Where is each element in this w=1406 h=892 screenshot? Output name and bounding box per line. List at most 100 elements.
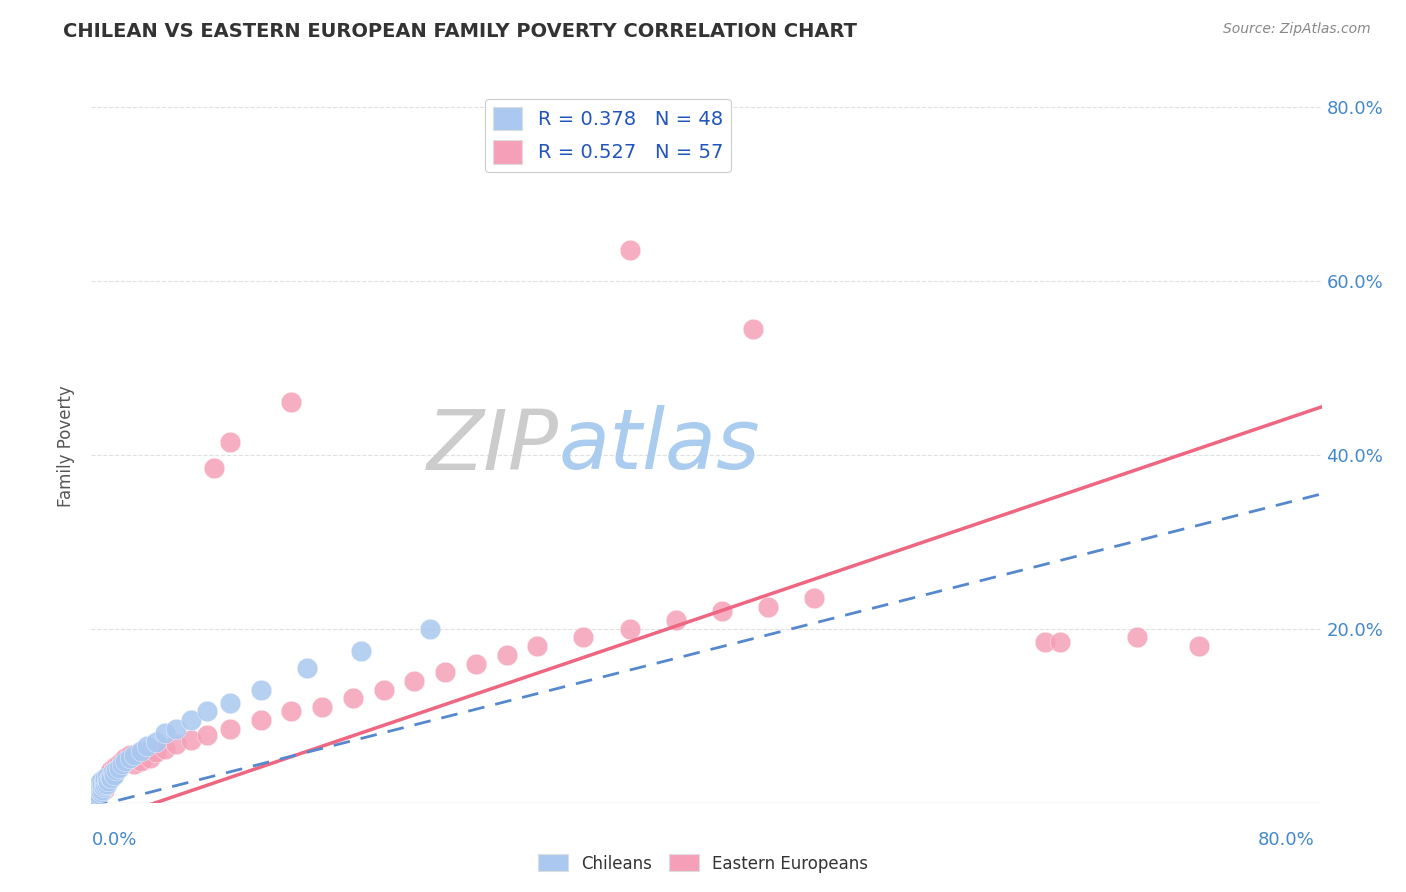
Point: [153, 742, 177, 756]
Point: [111, 756, 134, 771]
Point: [495, 648, 517, 662]
Point: [103, 768, 125, 782]
Point: [90, 785, 112, 799]
Point: [87, 777, 110, 791]
Point: [218, 434, 240, 449]
Point: [129, 754, 152, 768]
Point: [464, 657, 486, 671]
Point: [86, 781, 108, 796]
Point: [83, 787, 105, 801]
Point: [96, 774, 118, 789]
Point: [342, 691, 364, 706]
Point: [93, 780, 115, 794]
Point: [90, 774, 112, 789]
Point: [96, 770, 118, 784]
Point: [93, 782, 115, 797]
Point: [83, 792, 105, 806]
Point: [96, 770, 118, 784]
Point: [94, 778, 117, 792]
Y-axis label: Family Poverty: Family Poverty: [58, 385, 76, 507]
Point: [129, 743, 152, 757]
Point: [153, 726, 177, 740]
Point: [97, 772, 120, 786]
Point: [82, 789, 104, 803]
Point: [218, 696, 240, 710]
Point: [87, 787, 110, 801]
Point: [83, 792, 105, 806]
Point: [90, 778, 112, 792]
Point: [311, 700, 333, 714]
Point: [82, 791, 104, 805]
Point: [114, 750, 136, 764]
Point: [249, 713, 271, 727]
Point: [118, 747, 141, 762]
Point: [84, 780, 107, 794]
Point: [124, 747, 146, 762]
Point: [295, 661, 318, 675]
Point: [87, 787, 110, 801]
Point: [100, 763, 122, 777]
Point: [87, 781, 110, 796]
Point: [94, 778, 117, 792]
Text: 80.0%: 80.0%: [1258, 831, 1315, 849]
Point: [83, 783, 105, 797]
Point: [280, 705, 302, 719]
Point: [86, 789, 108, 803]
Point: [526, 639, 548, 653]
Point: [1033, 635, 1056, 649]
Legend: Chileans, Eastern Europeans: Chileans, Eastern Europeans: [531, 847, 875, 880]
Point: [710, 604, 733, 618]
Point: [165, 737, 187, 751]
Point: [91, 777, 114, 791]
Point: [135, 739, 157, 754]
Point: [756, 599, 779, 614]
Point: [86, 778, 108, 792]
Point: [96, 777, 118, 791]
Text: atlas: atlas: [558, 406, 761, 486]
Point: [145, 735, 167, 749]
Point: [84, 790, 107, 805]
Point: [419, 622, 441, 636]
Point: [249, 682, 271, 697]
Point: [803, 591, 825, 606]
Point: [218, 722, 240, 736]
Point: [619, 622, 641, 636]
Point: [84, 785, 107, 799]
Point: [90, 780, 112, 794]
Point: [105, 759, 127, 773]
Point: [101, 765, 124, 780]
Point: [103, 761, 125, 775]
Point: [572, 631, 595, 645]
Point: [94, 772, 117, 786]
Point: [1126, 631, 1149, 645]
Point: [105, 763, 127, 777]
Point: [1187, 639, 1209, 653]
Point: [91, 778, 114, 792]
Point: [195, 728, 218, 742]
Point: [202, 460, 225, 475]
Point: [118, 750, 141, 764]
Legend: R = 0.378   N = 48, R = 0.527   N = 57: R = 0.378 N = 48, R = 0.527 N = 57: [485, 99, 731, 171]
Point: [1049, 635, 1071, 649]
Point: [93, 774, 115, 789]
Point: [90, 785, 112, 799]
Text: CHILEAN VS EASTERN EUROPEAN FAMILY POVERTY CORRELATION CHART: CHILEAN VS EASTERN EUROPEAN FAMILY POVER…: [63, 22, 858, 41]
Point: [97, 774, 120, 789]
Point: [665, 613, 688, 627]
Text: ZIP: ZIP: [427, 406, 558, 486]
Point: [84, 787, 107, 801]
Point: [280, 395, 302, 409]
Point: [98, 770, 121, 784]
Point: [101, 768, 124, 782]
Point: [100, 772, 122, 786]
Point: [84, 782, 107, 797]
Point: [84, 790, 107, 805]
Point: [82, 787, 104, 801]
Point: [108, 756, 131, 771]
Point: [98, 765, 121, 780]
Point: [86, 782, 108, 797]
Point: [114, 754, 136, 768]
Point: [195, 705, 218, 719]
Point: [91, 782, 114, 797]
Point: [86, 789, 108, 803]
